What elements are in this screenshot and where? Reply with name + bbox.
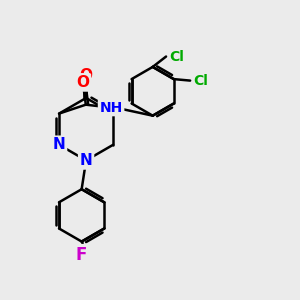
Text: N: N [53,137,65,152]
Text: Cl: Cl [169,50,184,64]
Text: NH: NH [100,100,123,115]
Text: O: O [76,75,89,90]
Text: N: N [80,153,92,168]
Text: O: O [80,68,93,83]
Text: Cl: Cl [194,74,208,88]
Text: F: F [76,246,87,264]
